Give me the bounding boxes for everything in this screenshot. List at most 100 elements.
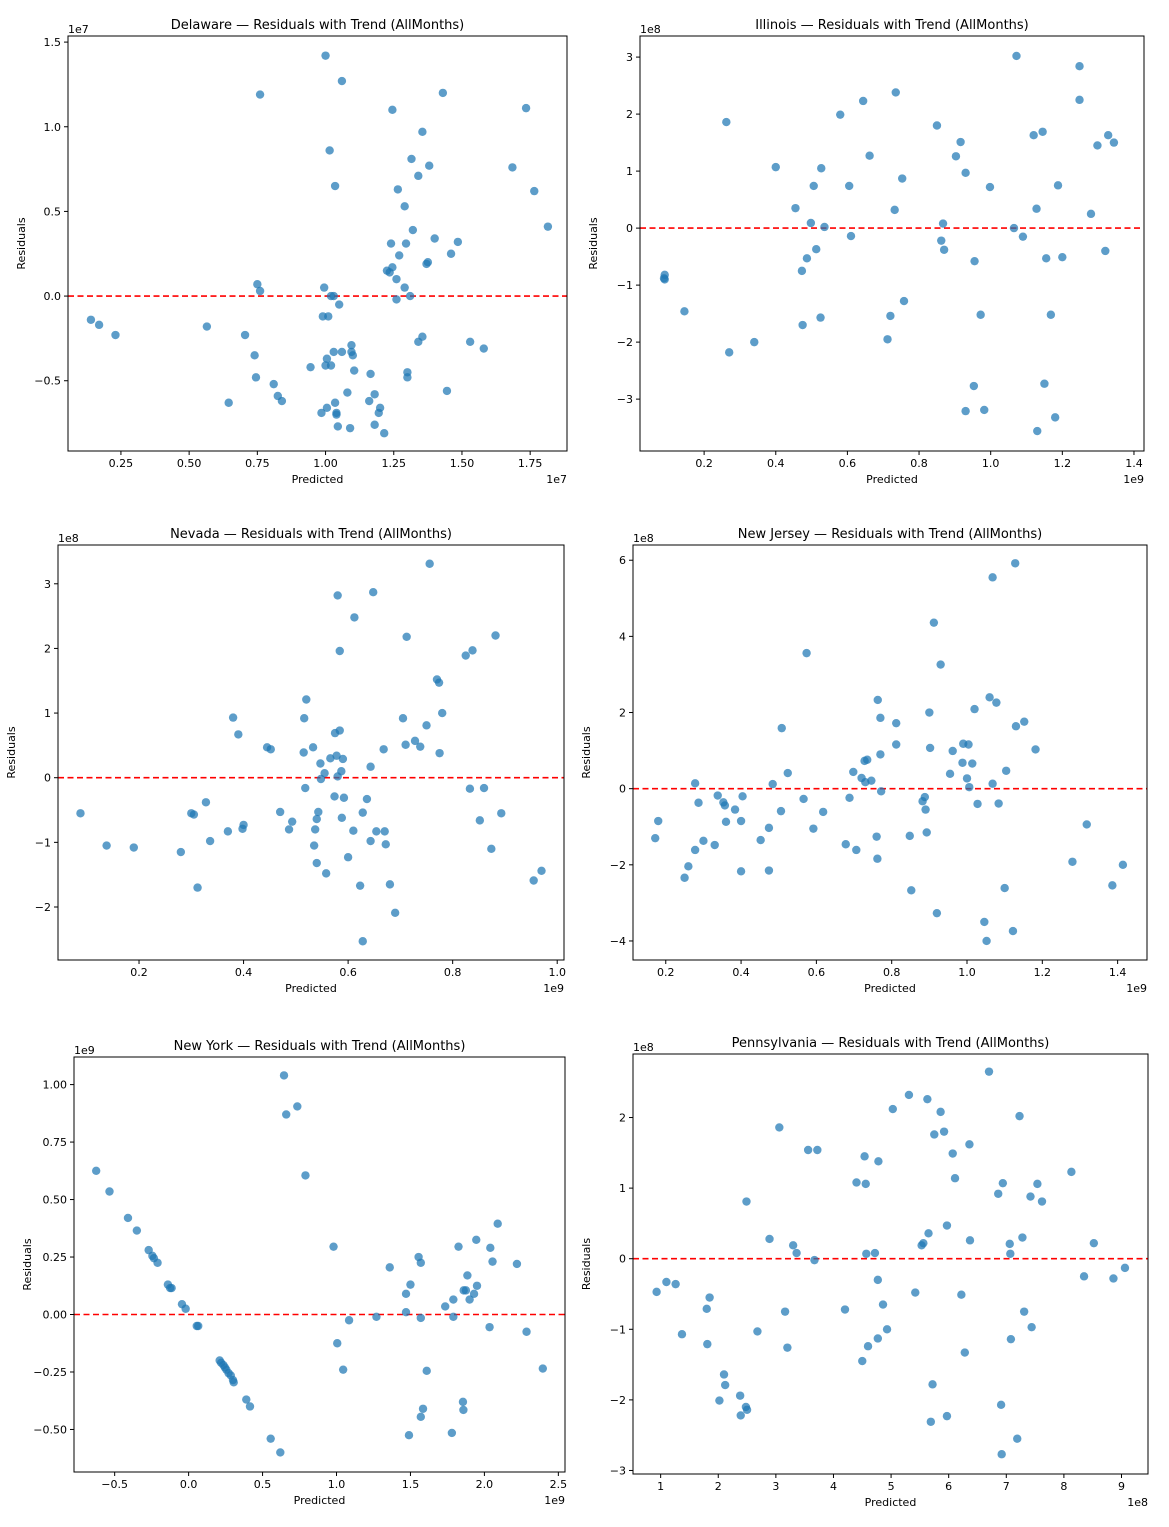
data-point xyxy=(1050,413,1060,422)
data-point xyxy=(992,698,1001,707)
data-point xyxy=(818,807,828,817)
data-point xyxy=(1101,246,1110,256)
data-point xyxy=(418,332,427,341)
data-point xyxy=(329,347,338,357)
data-point xyxy=(401,1289,411,1299)
data-point xyxy=(677,1330,687,1339)
data-point xyxy=(479,783,489,793)
data-point xyxy=(809,824,818,833)
data-point xyxy=(459,1405,468,1415)
data-point xyxy=(366,762,375,771)
data-point xyxy=(776,806,786,816)
data-point xyxy=(309,841,319,850)
data-point xyxy=(680,307,689,316)
data-point xyxy=(400,283,409,292)
data-point xyxy=(284,825,294,834)
data-point xyxy=(425,559,434,568)
data-point xyxy=(349,826,358,835)
data-point xyxy=(401,740,410,749)
data-point xyxy=(461,1286,471,1295)
data-point xyxy=(521,103,531,113)
data-point xyxy=(836,110,845,119)
data-point xyxy=(841,840,850,849)
x-tick-label: 8 xyxy=(1060,1480,1067,1493)
data-point xyxy=(873,1275,883,1285)
data-point xyxy=(348,351,358,360)
data-point xyxy=(1038,127,1047,136)
data-point xyxy=(753,1327,762,1336)
data-point xyxy=(1027,1322,1036,1332)
data-point xyxy=(416,1412,426,1422)
data-point xyxy=(491,631,500,640)
data-point xyxy=(395,251,404,260)
x-tick-label: 1.0 xyxy=(958,966,976,979)
data-point xyxy=(1089,1238,1099,1248)
data-point xyxy=(994,799,1003,808)
x-tick-label: 1.4 xyxy=(1125,457,1143,470)
data-point xyxy=(301,783,310,793)
y-tick-label: −3 xyxy=(610,1464,626,1477)
data-point xyxy=(1042,254,1051,263)
data-point xyxy=(242,1395,251,1404)
x-tick-label: 1.00 xyxy=(313,457,338,470)
data-point xyxy=(852,1178,861,1187)
y-offset-text: 1e8 xyxy=(58,532,79,545)
data-point xyxy=(928,1380,937,1389)
data-point xyxy=(816,313,825,322)
data-point xyxy=(1118,860,1128,870)
data-point xyxy=(310,825,320,834)
data-point xyxy=(920,792,930,802)
data-point xyxy=(223,827,233,836)
data-point xyxy=(802,254,812,263)
y-axis-label: Residuals xyxy=(580,1238,593,1290)
y-tick-label: 3 xyxy=(44,578,51,591)
data-point xyxy=(320,768,329,778)
data-point xyxy=(1046,310,1056,319)
x-tick-label: 0.0 xyxy=(180,1478,198,1491)
data-point xyxy=(312,858,321,868)
data-point xyxy=(1020,717,1029,726)
data-point xyxy=(493,1219,502,1228)
chart-title: Delaware — Residuals with Trend (AllMont… xyxy=(171,18,465,33)
x-tick-label: 0.8 xyxy=(444,966,462,979)
data-point xyxy=(449,1312,458,1322)
data-point xyxy=(980,405,989,415)
data-point xyxy=(228,713,238,722)
data-point xyxy=(911,1288,920,1297)
data-point xyxy=(780,1307,790,1316)
data-point xyxy=(370,420,379,429)
y-tick-label: −1 xyxy=(35,836,51,849)
data-point xyxy=(998,1178,1008,1188)
data-point xyxy=(333,422,343,431)
data-point xyxy=(988,573,997,582)
data-point xyxy=(1006,1249,1015,1258)
data-point xyxy=(538,1364,548,1373)
data-point xyxy=(925,743,935,753)
data-point xyxy=(401,1308,411,1317)
data-point xyxy=(229,1378,238,1387)
data-point xyxy=(317,408,326,418)
y-tick-label: −2 xyxy=(610,859,626,872)
y-tick-label: 1.5 xyxy=(44,36,62,49)
data-point xyxy=(416,742,425,751)
data-point xyxy=(362,794,372,804)
y-axis-label: Residuals xyxy=(15,217,28,269)
data-point xyxy=(398,714,408,723)
x-offset-text: 1e9 xyxy=(1123,473,1144,486)
data-point xyxy=(939,245,949,254)
data-point xyxy=(1013,1434,1022,1443)
y-offset-text: 1e8 xyxy=(633,532,654,545)
data-point xyxy=(1012,51,1021,61)
data-point xyxy=(543,222,553,231)
data-point xyxy=(713,791,722,800)
data-point xyxy=(720,1380,730,1390)
data-point xyxy=(886,311,895,321)
y-tick-label: 2 xyxy=(44,642,51,655)
data-point xyxy=(788,1241,798,1250)
data-point xyxy=(386,239,396,248)
data-point xyxy=(684,862,693,871)
data-point xyxy=(299,748,308,757)
y-offset-text: 1e9 xyxy=(74,1044,95,1057)
data-point xyxy=(791,203,800,213)
data-point xyxy=(266,745,275,754)
